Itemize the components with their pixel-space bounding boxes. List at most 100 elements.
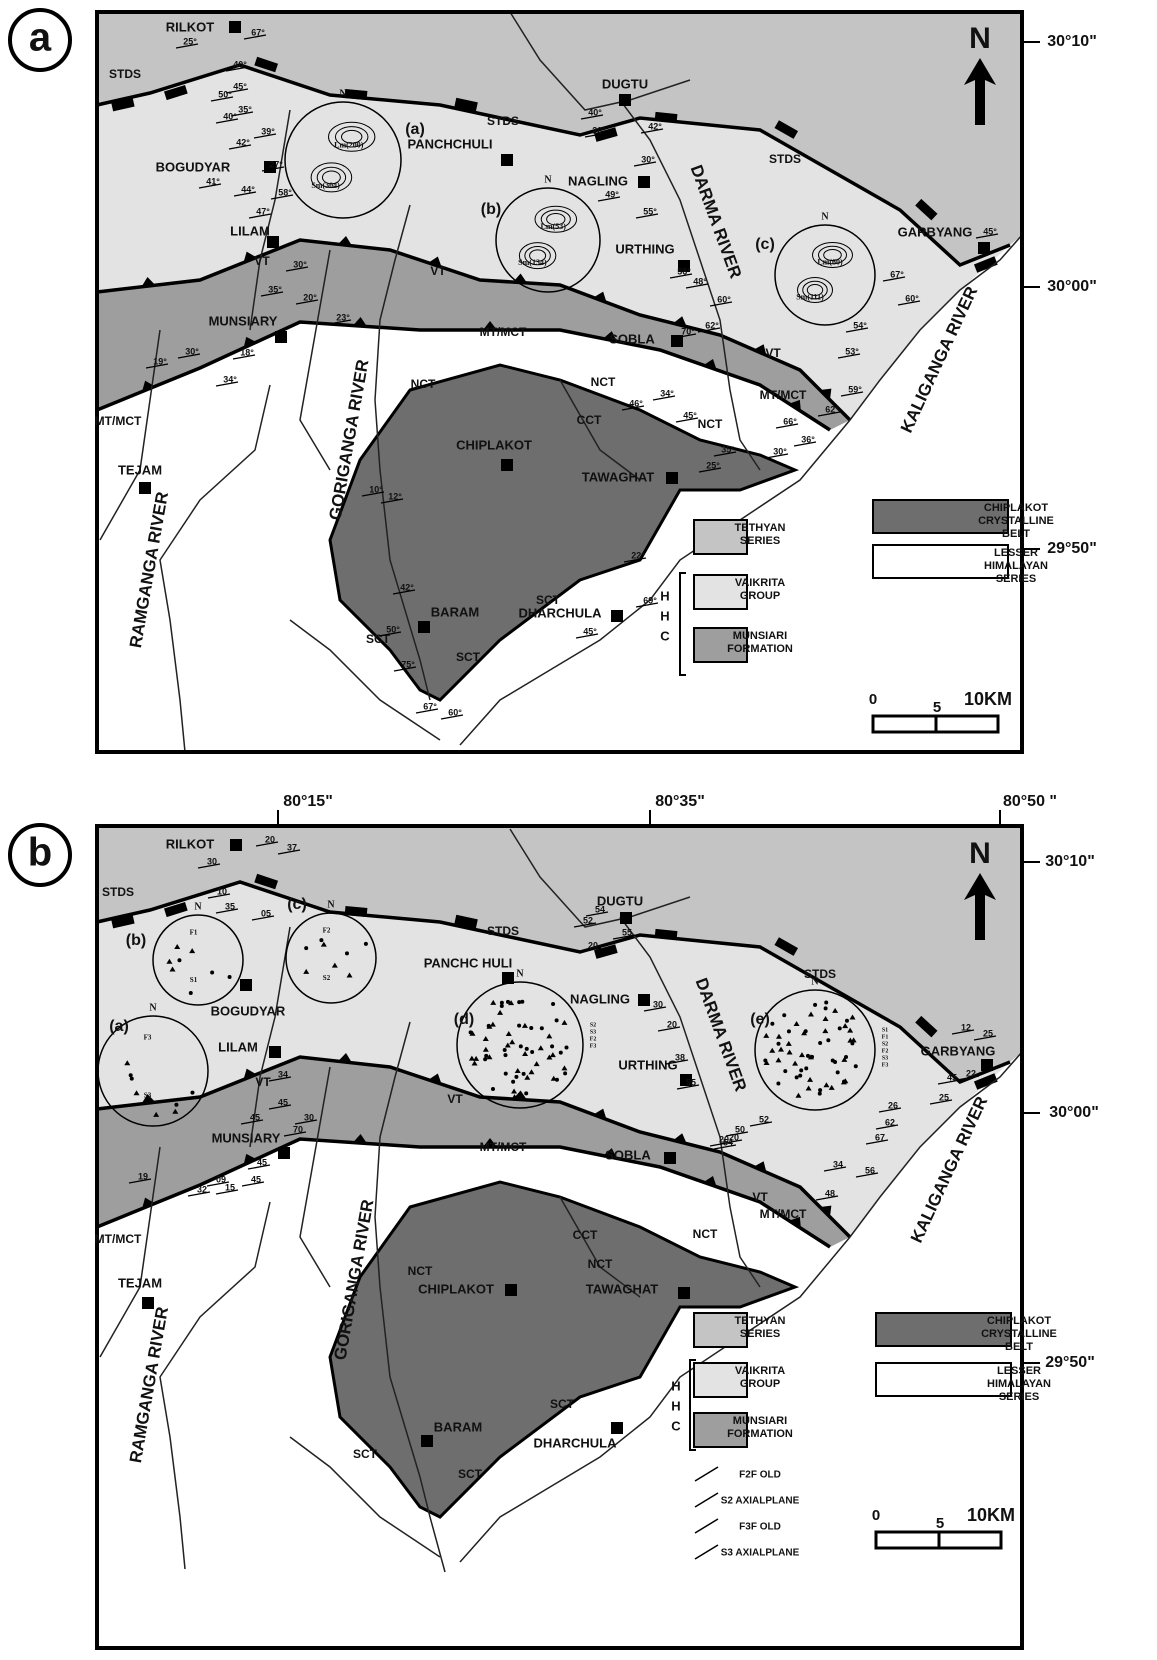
stereonet-north: N	[516, 968, 524, 979]
pole-point	[818, 1092, 822, 1096]
place-marker	[619, 94, 631, 106]
pole-point	[550, 1044, 554, 1048]
place-marker	[664, 1152, 676, 1164]
fault-label: MT/MCT	[480, 325, 527, 339]
fault-label: SCT	[458, 1467, 483, 1481]
dip-value: 49°	[605, 189, 619, 199]
fault-label: MT/MCT	[95, 1232, 142, 1246]
pole-point	[806, 1054, 810, 1058]
stereonet-annotation: S3	[144, 1091, 152, 1099]
dip-value: 25°	[706, 460, 720, 470]
dip-value: 67	[875, 1132, 885, 1142]
stereonet-annotation: F2	[590, 1036, 597, 1042]
pole-point	[818, 1088, 822, 1092]
pole-point	[228, 975, 232, 979]
fault-label: NCT	[411, 377, 436, 391]
dip-value: 45°	[983, 226, 997, 236]
stereonet-north: N	[339, 88, 347, 99]
place-marker	[269, 1046, 281, 1058]
stereonet-north: N	[194, 901, 202, 912]
dip-value: 22°	[631, 550, 645, 560]
pole-point	[804, 1066, 808, 1070]
pole-point	[845, 1019, 849, 1023]
stereonet-annotation: F3	[590, 1043, 597, 1049]
stereonet-north: N	[811, 976, 819, 987]
stereonet-north: N	[149, 1002, 157, 1013]
place-marker	[421, 1435, 433, 1447]
pole-point	[514, 1075, 518, 1079]
place-name: PANCHCHULI	[408, 136, 493, 151]
stereonet-annotation: F3	[882, 1062, 889, 1068]
legend-label: BELT	[1002, 528, 1030, 540]
dip-value: 55°	[643, 206, 657, 216]
pole-point	[844, 1055, 848, 1059]
stereonet-label: (c)	[755, 236, 775, 253]
place-marker	[139, 482, 151, 494]
pole-point	[530, 1050, 534, 1054]
dip-value: 25°	[183, 36, 197, 46]
pole-point	[833, 1060, 837, 1064]
dip-value: 36°	[801, 434, 815, 444]
dip-value: 55	[686, 1077, 696, 1087]
pole-point	[503, 1048, 507, 1052]
dip-value: 15	[225, 1182, 235, 1192]
pole-point	[517, 1000, 521, 1004]
coordinate-label: 80°15"	[283, 793, 333, 810]
pole-point	[565, 1045, 569, 1049]
legend-label: SERIES	[740, 535, 780, 547]
stereonet-label: (b)	[126, 932, 146, 949]
stereonet-label: (a)	[109, 1018, 129, 1035]
dip-value: 58°	[278, 187, 292, 197]
pole-point	[540, 1026, 544, 1030]
pole-point	[517, 1024, 521, 1028]
pole-point	[798, 1074, 802, 1078]
pole-point	[210, 971, 214, 975]
dip-value: 45	[251, 1174, 261, 1184]
dip-value: 38	[675, 1052, 685, 1062]
key-label: F2F OLD	[739, 1470, 781, 1481]
fault-label: SCT	[353, 1447, 378, 1461]
panel-label: b	[28, 831, 52, 875]
place-marker	[611, 1422, 623, 1434]
pole-point	[783, 1069, 787, 1073]
place-marker	[240, 979, 252, 991]
dip-value: 70	[293, 1124, 303, 1134]
place-marker	[978, 242, 990, 254]
dip-value: 12°	[388, 491, 402, 501]
pole-point	[487, 1024, 491, 1028]
stereonet-label: (b)	[481, 201, 501, 218]
place-name: MUNSIARY	[212, 1130, 281, 1145]
pole-point	[824, 1001, 828, 1005]
dip-value: 19°	[153, 356, 167, 366]
place-marker	[418, 621, 430, 633]
fault-label: STDS	[487, 924, 519, 938]
dip-value: 40°	[223, 111, 237, 121]
geological-map: aRILKOTDUGTUPANCHCHULIBOGUDYARNAGLINGLIL…	[0, 0, 1157, 1655]
stereonet-annotation: F3	[144, 1034, 152, 1042]
dip-value: 19	[138, 1171, 148, 1181]
dip-value: 30	[304, 1112, 314, 1122]
place-name: GARBYANG	[921, 1043, 996, 1058]
pole-point	[189, 991, 193, 995]
dip-value: 42°	[400, 582, 414, 592]
coordinate-label: 30°00"	[1047, 278, 1097, 295]
dip-value: 30°	[185, 346, 199, 356]
dip-value: 18°	[240, 347, 254, 357]
stereonet-label: (a)	[405, 121, 425, 138]
place-name: DHARCHULA	[518, 605, 602, 620]
fault-label: VT	[255, 1075, 271, 1089]
place-name: BARAM	[431, 604, 479, 619]
place-marker	[230, 839, 242, 851]
pole-point	[500, 1001, 504, 1005]
dip-value: 10°	[369, 484, 383, 494]
dip-value: 54°	[853, 320, 867, 330]
place-marker	[981, 1059, 993, 1071]
legend-label: VAIKRITA	[735, 1365, 785, 1377]
pole-point	[818, 1041, 822, 1045]
pole-point	[555, 1018, 559, 1022]
map-panel: bRILKOTDUGTUPANCHC HULIBOGUDYARNAGLINGLI…	[10, 793, 1099, 1648]
place-name: SOBLA	[605, 1147, 651, 1162]
pole-point	[824, 1006, 828, 1010]
dip-value: 50°	[386, 624, 400, 634]
place-marker	[275, 331, 287, 343]
